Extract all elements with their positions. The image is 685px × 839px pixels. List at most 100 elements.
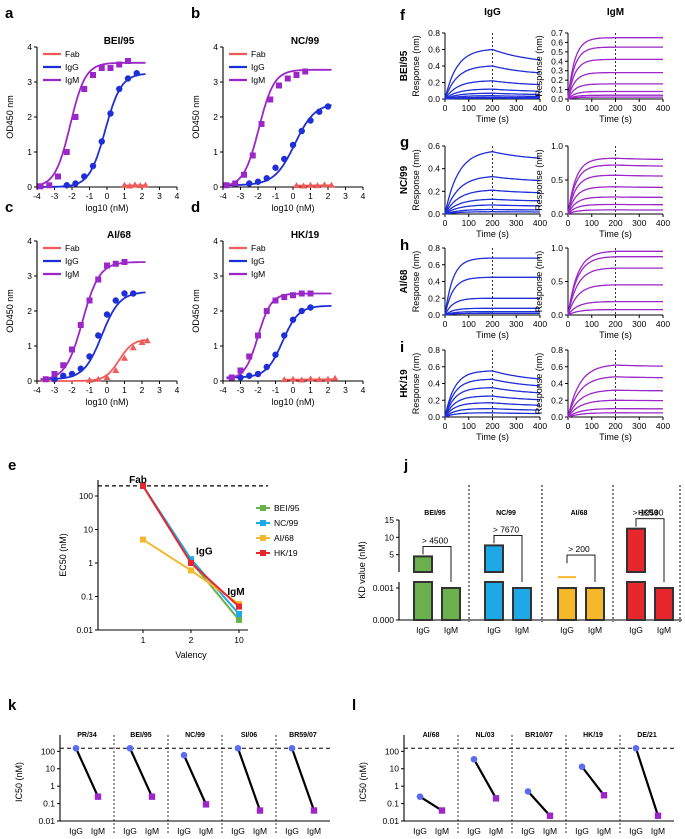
fit-curve-igg — [40, 291, 146, 381]
legend-label: HK/19 — [274, 548, 298, 558]
data-point-igg — [237, 374, 244, 381]
ic50-point-igg — [524, 788, 532, 795]
ratio-bracket — [493, 534, 523, 582]
x-tick-label: 2 — [326, 385, 331, 395]
data-point-igm — [272, 297, 279, 304]
ec50-chart: 0.01 0.1 1 10 100 1 2 10 EC50 (nM) Valency Fab IgG I… — [58, 475, 300, 660]
data-point-igm — [72, 114, 79, 120]
x-axis-label: Time (s) — [599, 432, 632, 442]
y-tick-label: 0.0 — [551, 310, 563, 320]
sensorgram-trace — [444, 395, 540, 418]
sensorgram-trace — [567, 164, 663, 215]
data-point-fab — [112, 367, 120, 373]
data-point-igm — [63, 149, 70, 155]
y-tick-label: 0 — [213, 376, 218, 386]
data-point-igm — [55, 173, 61, 180]
kinetics-chart-igm: IgM 0.00.10.20.30.40.50.60.7 0 100 200 300 400… — [534, 7, 670, 124]
panel-label-e: e — [8, 457, 16, 474]
ratio-label: > 7670 — [493, 524, 520, 534]
data-point-igm — [125, 58, 131, 64]
legend-marker — [260, 505, 266, 511]
ic50-point-igg — [288, 744, 296, 752]
x-tick-label: IgG — [575, 826, 589, 836]
y-tick-label: 1.0 — [551, 243, 563, 253]
data-point-fab — [129, 344, 137, 351]
data-point-igm — [263, 308, 270, 314]
group-title: HK/19 — [638, 510, 658, 517]
legend-label-igg: IgG — [65, 62, 79, 72]
x-tick-label: IgM — [597, 826, 611, 836]
chart-title: NC/99 — [291, 36, 320, 47]
x-tick-label: 400 — [656, 319, 670, 329]
y-axis-label: OD450 nm — [5, 289, 15, 333]
y-axis-label: KD value (nM) — [357, 541, 367, 599]
sensorgram-trace — [444, 276, 540, 316]
y-tick-label: 3 — [27, 271, 32, 281]
kinetics-chart-igm: 0.0 0.2 0.4 0.6 0.8 0 100 200 300 400 Response (nm… — [534, 345, 670, 442]
x-tick-label: -3 — [237, 191, 245, 201]
x-tick-label: IgG — [177, 826, 191, 836]
x-tick-label: IgM — [651, 826, 665, 836]
ratio-bracket — [422, 545, 452, 582]
x-tick-label: 100 — [585, 103, 599, 113]
connector-line — [419, 795, 443, 812]
data-point-igm — [284, 75, 291, 82]
sensorgram-trace — [444, 257, 540, 316]
panel-label-d: d — [191, 199, 200, 216]
y-axis-label: Response (nm) — [411, 149, 421, 211]
elisa-chart-b: NC/99 0 1 2 3 4 -4 -3 -2 -1 0 1 2 3 4 OD450 nm log10 (nM… — [191, 36, 366, 213]
y-tick-label: 0.2 — [428, 395, 440, 405]
kd-bar-igg-lower — [413, 581, 433, 621]
x-tick-label: 400 — [656, 421, 670, 431]
x-tick-label: 1 — [122, 191, 127, 201]
data-point-igg — [246, 372, 253, 379]
x-tick-label: IgG — [560, 625, 574, 635]
x-tick-label: 100 — [585, 421, 599, 431]
y-tick-label: 4 — [213, 236, 218, 246]
x-tick-label: IgM — [657, 625, 671, 635]
data-point-igm — [42, 376, 49, 383]
data-point-igm — [281, 294, 288, 300]
x-tick-label: -3 — [51, 191, 59, 201]
data-point-fab — [289, 375, 297, 382]
column-title: IgM — [607, 7, 624, 18]
data-point — [236, 616, 242, 623]
y-tick-label: 2 — [27, 306, 32, 316]
x-tick-label: 0 — [291, 385, 296, 395]
data-point-fab — [315, 376, 323, 383]
x-tick-label: IgG — [629, 826, 643, 836]
x-axis-label: log10 (nM) — [271, 397, 314, 407]
x-tick-label: 0 — [443, 421, 448, 431]
x-tick-label: -2 — [68, 191, 76, 201]
x-tick-label: -1 — [86, 385, 94, 395]
legend-label-igm: IgM — [65, 269, 79, 279]
x-tick-label: 200 — [608, 103, 622, 113]
y-tick-label: 0.4 — [428, 277, 440, 287]
y-axis-label: Response (nm) — [534, 149, 544, 211]
fit-curve-fab — [40, 339, 146, 382]
kd-bar-igg — [413, 555, 433, 574]
y-tick-label: 4 — [27, 236, 32, 246]
legend-label-fab: Fab — [251, 243, 266, 253]
group-title: BEI/95 — [424, 510, 446, 517]
x-tick-label: 400 — [656, 103, 670, 113]
y-tick-label: 10 — [385, 532, 395, 542]
sensorgram-trace — [444, 211, 540, 215]
sensorgram-trace — [567, 407, 663, 418]
legend-marker — [260, 550, 266, 556]
y-tick-label: 1 — [213, 147, 218, 157]
x-tick-label: 1 — [308, 385, 313, 395]
y-tick-label: 1 — [88, 558, 93, 568]
y-axis-label: Response (nm) — [411, 353, 421, 415]
group-title: HK/19 — [583, 732, 603, 739]
data-point-igg — [307, 117, 314, 124]
legend-label-igm: IgM — [251, 75, 265, 85]
data-point-igg — [263, 363, 270, 371]
sensorgram-trace — [444, 378, 541, 418]
group-title: AI/68 — [571, 510, 588, 517]
y-tick-label: 0.4 — [428, 164, 440, 174]
sensorgram-trace — [567, 46, 663, 100]
panel-label-a: a — [5, 5, 14, 22]
x-axis-label: Time (s) — [476, 114, 509, 124]
x-tick-label: 100 — [462, 421, 476, 431]
